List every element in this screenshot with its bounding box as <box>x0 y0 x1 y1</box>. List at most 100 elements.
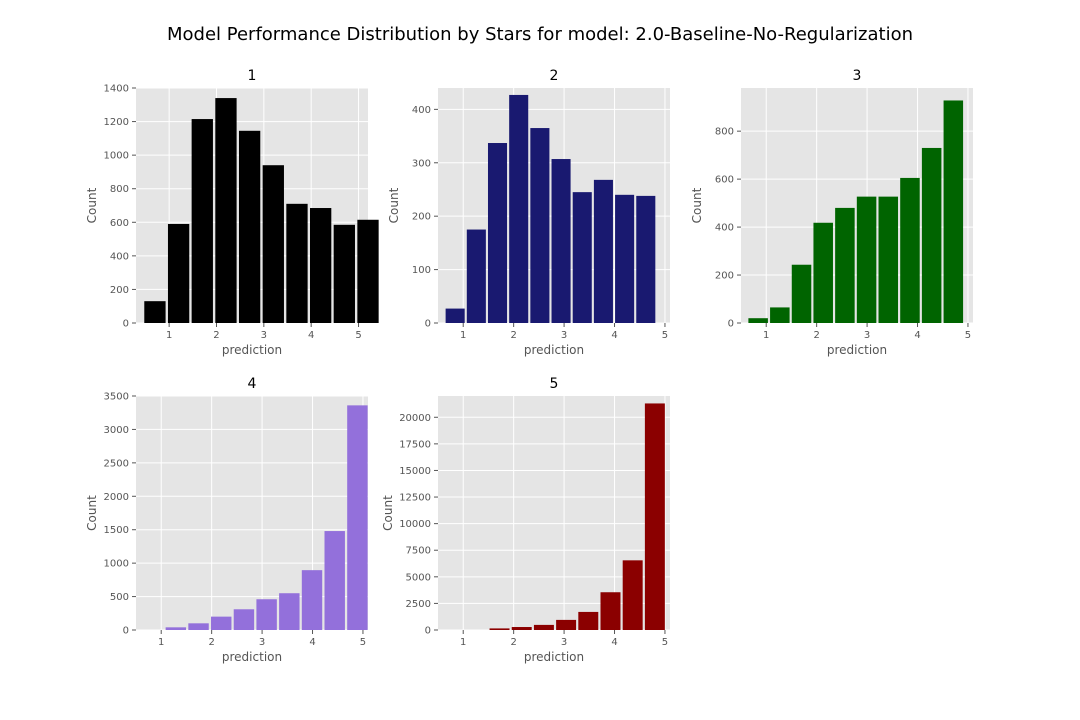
bar <box>256 599 277 630</box>
x-tick-label: 3 <box>261 330 267 341</box>
x-tick-label: 4 <box>611 637 617 648</box>
bar <box>791 264 812 323</box>
y-tick-label: 2000 <box>104 492 129 503</box>
bar <box>301 570 323 630</box>
y-tick-label: 200 <box>715 271 734 282</box>
bar <box>748 318 768 323</box>
y-tick-label: 3500 <box>104 392 129 403</box>
y-tick-label: 500 <box>110 592 129 603</box>
y-tick-label: 7500 <box>406 546 431 557</box>
bar <box>533 624 554 630</box>
bar <box>144 301 166 323</box>
y-tick-label: 17500 <box>399 439 431 450</box>
y-tick-label: 100 <box>412 265 431 276</box>
bar <box>509 94 529 324</box>
x-tick-label: 3 <box>259 637 265 648</box>
y-axis-label: Count <box>85 495 99 531</box>
panel-title: 3 <box>853 68 862 84</box>
bar <box>233 609 255 630</box>
bar <box>572 192 592 323</box>
bar <box>215 98 237 323</box>
bar <box>310 208 332 323</box>
bar <box>943 100 964 323</box>
bar <box>551 159 571 323</box>
x-tick-label: 2 <box>510 637 516 648</box>
bar <box>445 308 465 323</box>
y-axis-label: Count <box>85 187 99 223</box>
y-tick-label: 5000 <box>406 572 431 583</box>
panel-title: 1 <box>248 68 257 84</box>
bar <box>556 619 577 630</box>
x-tick-label: 4 <box>308 330 314 341</box>
y-axis-label: Count <box>690 187 704 223</box>
bar <box>835 207 855 323</box>
bar <box>530 128 550 323</box>
bar <box>900 177 920 323</box>
y-tick-label: 800 <box>110 184 129 195</box>
y-tick-label: 1400 <box>104 84 129 95</box>
x-tick-label: 5 <box>662 637 668 648</box>
bar <box>333 224 355 323</box>
y-axis-label: Count <box>381 495 395 531</box>
bar <box>487 143 508 323</box>
bar <box>211 616 232 630</box>
bar <box>593 179 613 323</box>
y-tick-label: 3000 <box>104 425 129 436</box>
x-tick-label: 3 <box>561 330 567 341</box>
x-tick-label: 5 <box>360 637 366 648</box>
x-tick-label: 3 <box>864 330 870 341</box>
bar <box>466 229 486 323</box>
y-tick-label: 1500 <box>104 525 129 536</box>
y-tick-label: 0 <box>425 626 431 637</box>
bar <box>357 219 379 323</box>
bar <box>615 194 635 323</box>
bar <box>167 223 190 323</box>
bar <box>878 196 899 323</box>
y-tick-label: 20000 <box>399 413 431 424</box>
x-axis-label: prediction <box>222 343 282 357</box>
panel-title: 4 <box>248 376 257 392</box>
bar <box>770 307 790 323</box>
y-tick-label: 2500 <box>406 599 431 610</box>
x-tick-label: 2 <box>208 637 214 648</box>
chart-panel-5: 0 2500 5000 7500 10000 12500 15000 17500 20000 1 2… <box>381 376 670 664</box>
panel-title: 2 <box>550 68 559 84</box>
chart-panel-3: 0 200 400 600 800 1 2 3 4 5 prediction Count 3 <box>690 68 973 357</box>
bar <box>921 147 942 323</box>
bar <box>262 165 284 323</box>
y-tick-label: 200 <box>412 212 431 223</box>
x-axis-label: prediction <box>222 650 282 664</box>
x-tick-label: 1 <box>460 637 466 648</box>
y-tick-label: 800 <box>715 127 734 138</box>
bar <box>238 130 261 323</box>
bar <box>165 627 187 630</box>
chart-panel-1: 0 200 400 600 800 1000 1200 1400 1 2 3 4 5 prediction… <box>85 68 379 357</box>
bar <box>856 196 877 323</box>
x-tick-label: 1 <box>166 330 172 341</box>
bar <box>578 611 599 630</box>
x-tick-label: 1 <box>158 637 164 648</box>
x-tick-label: 2 <box>510 330 516 341</box>
x-tick-label: 3 <box>561 637 567 648</box>
bar <box>636 195 656 323</box>
bar <box>188 623 209 630</box>
y-tick-label: 10000 <box>399 519 431 530</box>
x-tick-label: 4 <box>914 330 920 341</box>
bar <box>286 203 308 323</box>
x-tick-label: 2 <box>213 330 219 341</box>
bar <box>622 560 643 630</box>
y-tick-label: 15000 <box>399 466 431 477</box>
x-tick-label: 5 <box>662 330 668 341</box>
y-tick-label: 600 <box>110 218 129 229</box>
y-tick-label: 0 <box>123 319 129 330</box>
y-tick-label: 400 <box>110 251 129 262</box>
x-axis-label: prediction <box>524 650 584 664</box>
bar <box>324 531 345 630</box>
y-tick-label: 1200 <box>104 117 129 128</box>
y-axis-label: Count <box>387 187 401 223</box>
x-tick-label: 2 <box>813 330 819 341</box>
y-tick-label: 0 <box>728 319 734 330</box>
x-axis-label: prediction <box>827 343 887 357</box>
y-tick-label: 400 <box>715 223 734 234</box>
